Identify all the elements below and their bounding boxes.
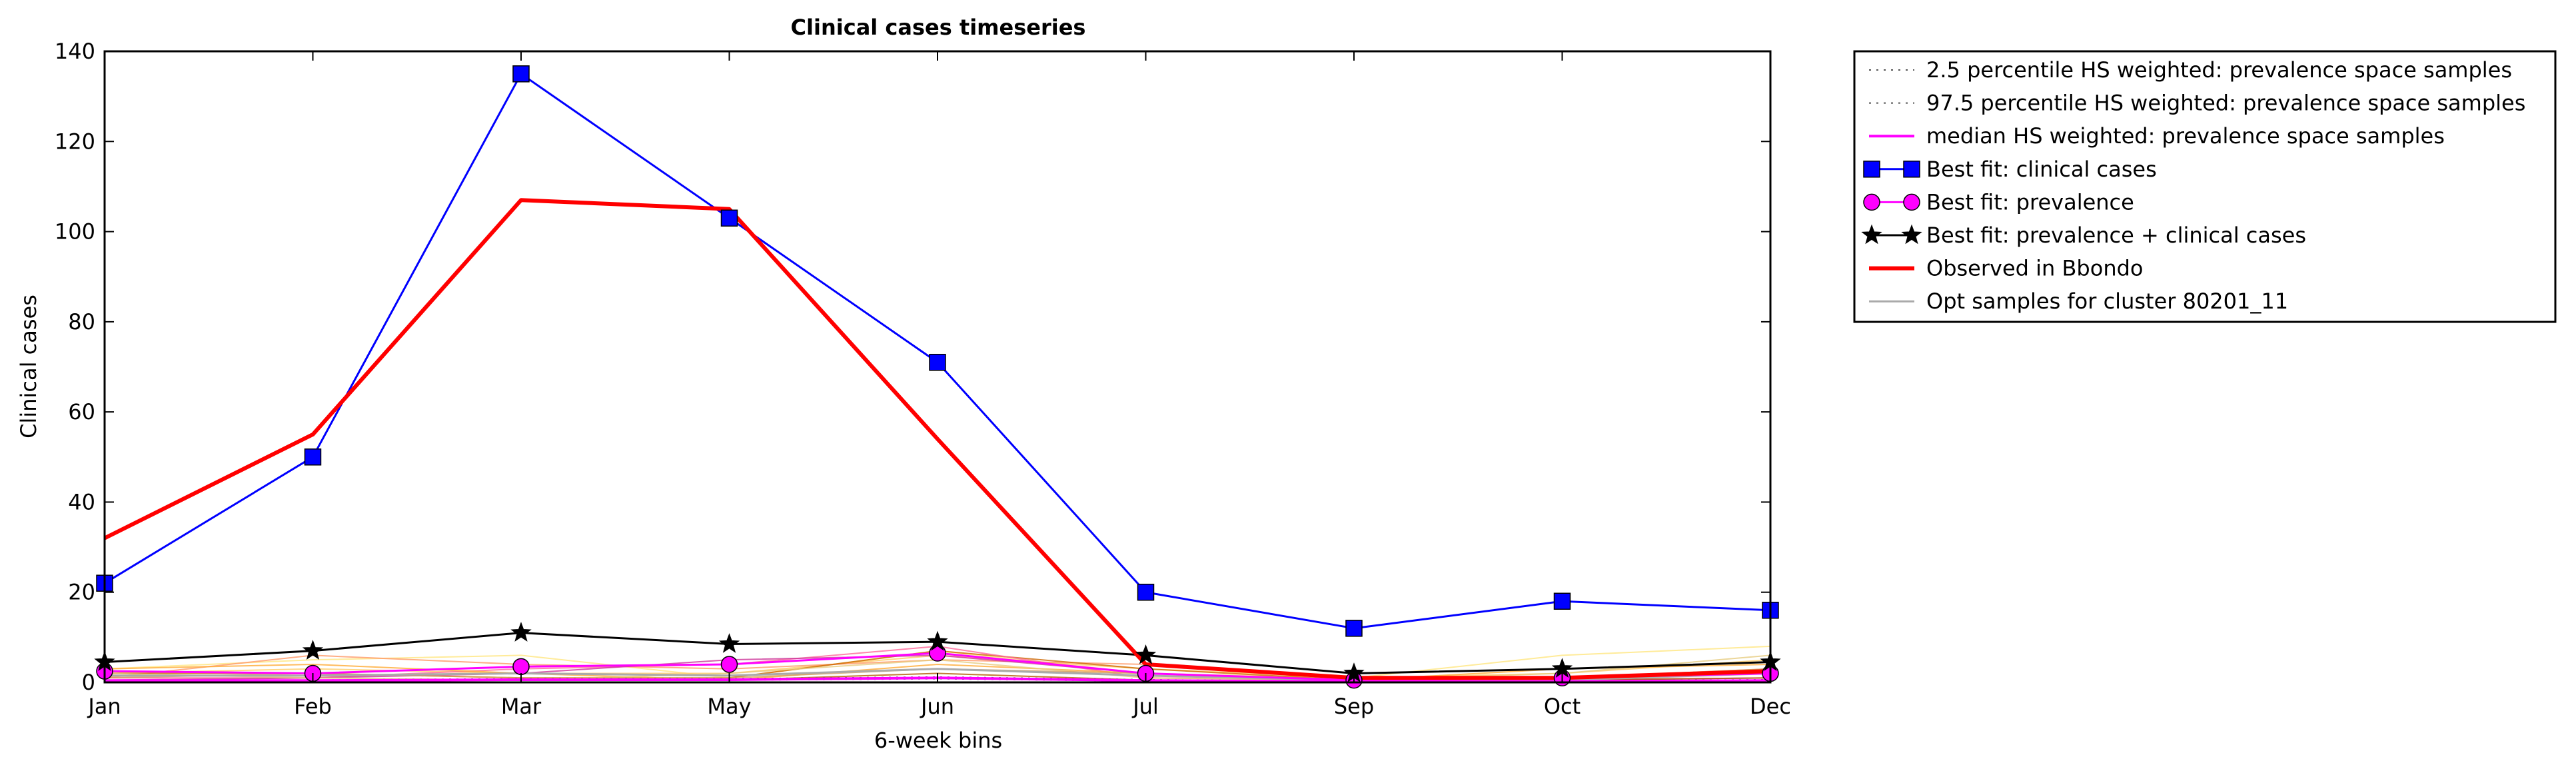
y-tick-label: 120: [55, 129, 95, 154]
legend-label: Opt samples for cluster 80201_11: [1926, 289, 2288, 314]
series-5-point: [510, 622, 532, 642]
series-5-point: [1135, 644, 1157, 664]
opt-sample-line: [105, 663, 1770, 681]
x-tick-label: Jun: [920, 694, 954, 719]
series-line-6: [105, 198, 1770, 680]
x-tick-label: Dec: [1750, 694, 1791, 719]
series-5-point: [718, 633, 740, 653]
legend-box: [1853, 50, 2557, 323]
legend-label: Observed in Bbondo: [1926, 256, 2143, 281]
series-3-point: [1137, 583, 1155, 601]
legend-marker: [1903, 193, 1920, 211]
series-4-point: [720, 656, 738, 673]
legend-marker: [1863, 193, 1880, 211]
series-3-point: [1553, 592, 1571, 610]
x-tick-label: Feb: [294, 694, 332, 719]
y-axis-label: Clinical cases: [16, 295, 41, 438]
y-tick-label: 0: [82, 670, 95, 695]
legend-label: 97.5 percentile HS weighted: prevalence …: [1926, 91, 2525, 116]
x-tick-label: Oct: [1544, 694, 1581, 719]
series-3-point: [929, 353, 946, 371]
x-tick-label: Sep: [1334, 694, 1374, 719]
legend-label: median HS weighted: prevalence space sam…: [1926, 123, 2445, 149]
series-3-point: [1345, 620, 1363, 637]
y-tick-label: 60: [68, 399, 95, 424]
legend-marker: [1901, 224, 1922, 245]
y-tick-label: 80: [68, 309, 95, 335]
series-4-point: [512, 658, 530, 676]
x-tick-label: Jul: [1131, 694, 1159, 719]
series-3-point: [304, 448, 322, 466]
series-4-point: [929, 644, 946, 662]
series-5-point: [927, 630, 948, 651]
plot-area: [94, 65, 1781, 689]
legend-marker: [1863, 161, 1880, 178]
series-3-point: [512, 65, 530, 83]
legend-label: Best fit: prevalence + clinical cases: [1926, 223, 2306, 248]
chart-title: Clinical cases timeseries: [791, 15, 1086, 40]
legend-label: Best fit: clinical cases: [1926, 157, 2157, 182]
legend-marker: [1903, 161, 1920, 178]
series-line-7: [105, 668, 1770, 682]
series-3-point: [720, 209, 738, 227]
legend: 2.5 percentile HS weighted: prevalence s…: [1853, 50, 2557, 323]
y-tick-label: 20: [68, 580, 95, 605]
series-line-3: [105, 73, 1770, 630]
x-axis-label: 6-week bins: [874, 728, 1002, 753]
y-tick-label: 40: [68, 489, 95, 514]
series-5-point: [302, 640, 324, 660]
plot-series: [105, 73, 1770, 682]
y-tick-label: 140: [55, 39, 95, 64]
legend-marker: [1861, 224, 1882, 245]
y-tick-label: 100: [55, 219, 95, 245]
legend-label: 2.5 percentile HS weighted: prevalence s…: [1926, 57, 2512, 83]
x-tick-label: Jan: [87, 694, 121, 719]
x-tick-label: Mar: [501, 694, 542, 719]
axis-ticks: 0 20 40 60 80 100 120 140 Jan Feb Mar May Jun Jul Sep O…: [55, 39, 1791, 719]
x-tick-label: May: [707, 694, 751, 719]
legend-label: Best fit: prevalence: [1926, 189, 2134, 215]
